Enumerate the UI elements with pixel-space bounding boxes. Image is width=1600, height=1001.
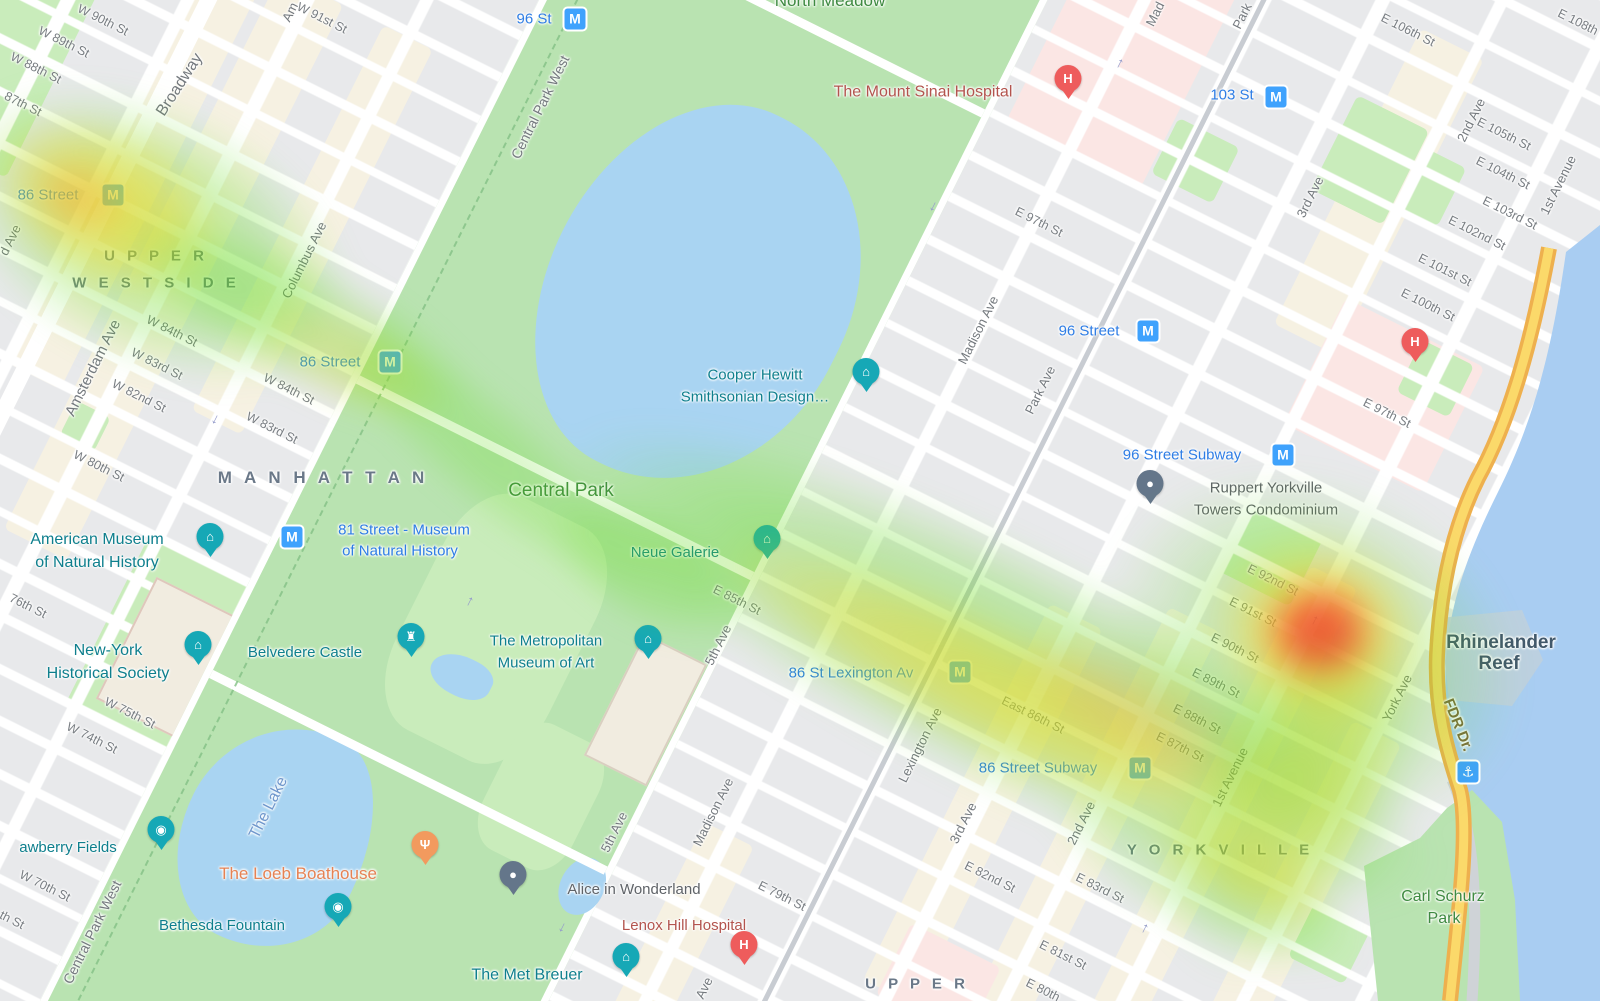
subway-station-label[interactable]: 96 Street Subway [1122, 446, 1242, 464]
subway-station-label[interactable]: 103 St [1210, 86, 1254, 104]
subway-station-label[interactable]: of Natural History [342, 542, 458, 560]
poi-label[interactable]: Neue Galerie [630, 544, 720, 562]
poi-label[interactable]: New-York Historical Society [46, 641, 170, 682]
hospital-pin[interactable]: H [1401, 328, 1429, 355]
carl-schurz-green [1364, 790, 1520, 1001]
subway-m-icon[interactable]: M [947, 659, 973, 685]
dot-pin[interactable]: ● [499, 861, 527, 888]
poi-label[interactable]: Cooper Hewitt Smithsonian Design… [680, 366, 830, 405]
poi-label[interactable]: Alice in Wonderland [567, 881, 701, 899]
subway-station-label[interactable]: 96 St [516, 10, 552, 28]
area-label: M A N H A T T A N [217, 468, 429, 487]
area-label: U P P E R [865, 975, 969, 993]
poi-label[interactable]: awberry Fields [19, 839, 117, 857]
museum-pin[interactable]: ⌂ [184, 631, 212, 658]
poi-label[interactable]: Lenox Hill Hospital [621, 917, 747, 935]
area-label: W E S T S I D E [72, 274, 240, 292]
subway-m-icon[interactable]: M [1263, 84, 1289, 110]
poi-label[interactable]: The Met Breuer [471, 966, 583, 984]
map-feature-label: Reef [1478, 653, 1520, 674]
hospital-pin[interactable]: H [1054, 65, 1082, 92]
museum-pin[interactable]: ⌂ [753, 525, 781, 552]
poi-label[interactable]: The Metropolitan Museum of Art [489, 632, 603, 671]
subway-station-label[interactable]: 86 Street Subway [978, 759, 1098, 777]
castle-pin[interactable]: ♜ [397, 623, 425, 650]
museum-pin[interactable]: ⌂ [634, 625, 662, 652]
camera-pin[interactable]: ◉ [147, 816, 175, 843]
map-feature-label: The Loeb Boathouse [219, 864, 377, 883]
poi-label[interactable]: Bethesda Fountain [159, 917, 285, 935]
map-feature-label: Rhinelander [1446, 632, 1556, 653]
poi-label[interactable]: Ruppert Yorkville Towers Condominium [1193, 479, 1339, 518]
subway-m-icon[interactable]: M [1135, 318, 1161, 344]
fdr-drive [1432, 247, 1554, 1001]
area-label: Y O R K V I L L E [1126, 841, 1314, 859]
camera-pin[interactable]: ◉ [324, 893, 352, 920]
subway-station-label[interactable]: 86 St Lexington Av [788, 664, 914, 682]
ferry-icon[interactable]: ⚓ [1455, 759, 1481, 785]
subway-station-label[interactable]: 86 Street [299, 353, 361, 371]
subway-m-icon[interactable]: M [377, 349, 403, 375]
museum-pin[interactable]: ⌂ [196, 523, 224, 550]
museum-pin[interactable]: ⌂ [612, 943, 640, 970]
subway-station-label[interactable]: 81 Street - Museum [338, 521, 470, 539]
map-feature-label: Carl Schurz [1401, 888, 1485, 905]
subway-station-label[interactable]: 86 Street [17, 186, 79, 204]
subway-m-icon[interactable]: M [1270, 442, 1296, 468]
subway-m-icon[interactable]: M [100, 182, 126, 208]
museum-pin[interactable]: ⌂ [852, 358, 880, 385]
subway-m-icon[interactable]: M [1127, 755, 1153, 781]
subway-m-icon[interactable]: M [279, 524, 305, 550]
area-label: U P P E R [104, 247, 208, 265]
poi-label[interactable]: American Museum of Natural History [30, 530, 164, 571]
map-feature-label: Central Park [508, 480, 614, 501]
poi-label[interactable]: The Mount Sinai Hospital [833, 83, 1013, 101]
restaurant-pin[interactable]: Ψ [411, 831, 439, 858]
subway-m-icon[interactable]: M [562, 6, 588, 32]
map-feature-label: Park [1427, 910, 1461, 927]
dot-pin[interactable]: ● [1136, 470, 1164, 497]
poi-label[interactable]: Belvedere Castle [247, 644, 363, 662]
subway-station-label[interactable]: 96 Street [1058, 322, 1120, 340]
map-feature-label: North Meadow [774, 0, 886, 10]
hospital-pin[interactable]: H [730, 931, 758, 958]
rhinelander-reef-shallow [1440, 610, 1543, 706]
